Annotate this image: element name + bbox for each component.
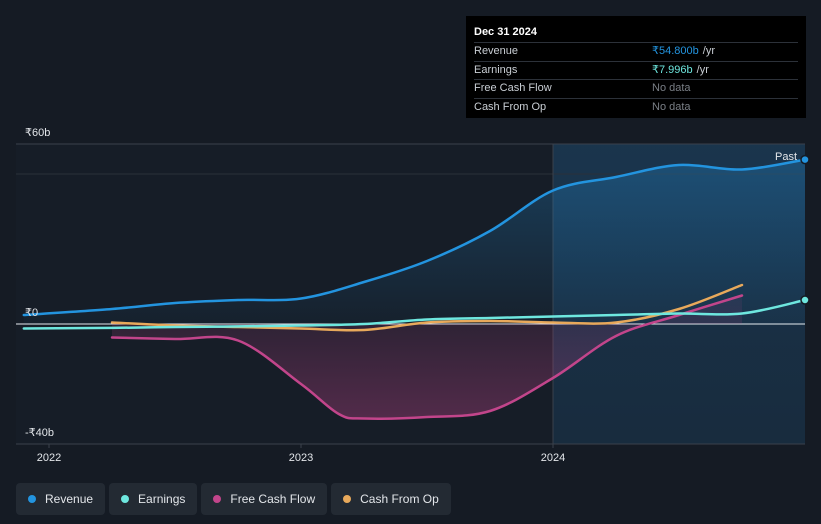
tooltip-row-unit: /yr [696, 63, 709, 76]
y-tick-label: ₹60b [25, 127, 50, 139]
series-line-revenue [22, 158, 807, 317]
tooltip-row-value: No data [652, 82, 691, 94]
tooltip-row-value: ₹54.800b [652, 45, 699, 57]
tooltip-row: Free Cash Flow No data [474, 79, 798, 98]
tooltip-row-label: Earnings [474, 63, 518, 76]
tooltip-panel: Dec 31 2024 Revenue ₹54.800b/yr Earnings ₹7… [466, 16, 806, 118]
tooltip-row-value: No data [652, 100, 691, 113]
tooltip-date: Dec 31 2024 [474, 26, 537, 38]
y-tick-label: ₹0 [25, 307, 38, 319]
legend-dot-icon [213, 495, 222, 503]
legend-label: Free Cash Flow [230, 492, 316, 506]
legend-item-revenue[interactable]: Revenue [16, 483, 106, 515]
series-end-point-revenue [800, 154, 810, 165]
series-line-free-cash-flow [110, 294, 744, 420]
legend-label: Earnings [138, 492, 186, 506]
tooltip-row-label: Cash From Op [474, 100, 547, 113]
legend-item-earnings[interactable]: Earnings [109, 483, 198, 515]
legend-dot-icon [121, 495, 130, 503]
tooltip-row-label: Revenue [474, 45, 519, 57]
tooltip-row: Cash From Op No data [474, 97, 798, 117]
legend: Revenue Earnings Free Cash Flow Cash From O… [16, 483, 451, 515]
tooltip-row-label: Free Cash Flow [474, 82, 552, 94]
legend-label: Revenue [45, 492, 94, 506]
series-line-earnings [22, 298, 807, 330]
area-revenue [23, 159, 806, 324]
tooltip-row: Revenue ₹54.800b/yr [474, 42, 798, 61]
legend-item-free-cash-flow[interactable]: Free Cash Flow [201, 483, 328, 515]
x-tick-label: 2023 [289, 452, 313, 464]
tooltip-row-unit: /yr [702, 45, 715, 57]
x-tick-label: 2022 [37, 452, 61, 464]
tooltip-row: Earnings ₹7.996b/yr [474, 60, 798, 80]
legend-dot-icon [28, 495, 36, 503]
tooltip-row-value: ₹7.996b [652, 63, 693, 76]
legend-dot-icon [343, 495, 352, 503]
legend-item-cash-from-op[interactable]: Cash From Op [331, 483, 451, 515]
legend-label: Cash From Op [360, 492, 439, 506]
chart-area: ₹60b ₹0 -₹40b 2022 2023 2024 Past [16, 127, 810, 464]
series-end-point-earnings [800, 295, 810, 305]
x-tick-label: 2024 [541, 452, 565, 464]
past-label: Past [775, 151, 797, 163]
y-tick-label: -₹40b [25, 427, 54, 439]
